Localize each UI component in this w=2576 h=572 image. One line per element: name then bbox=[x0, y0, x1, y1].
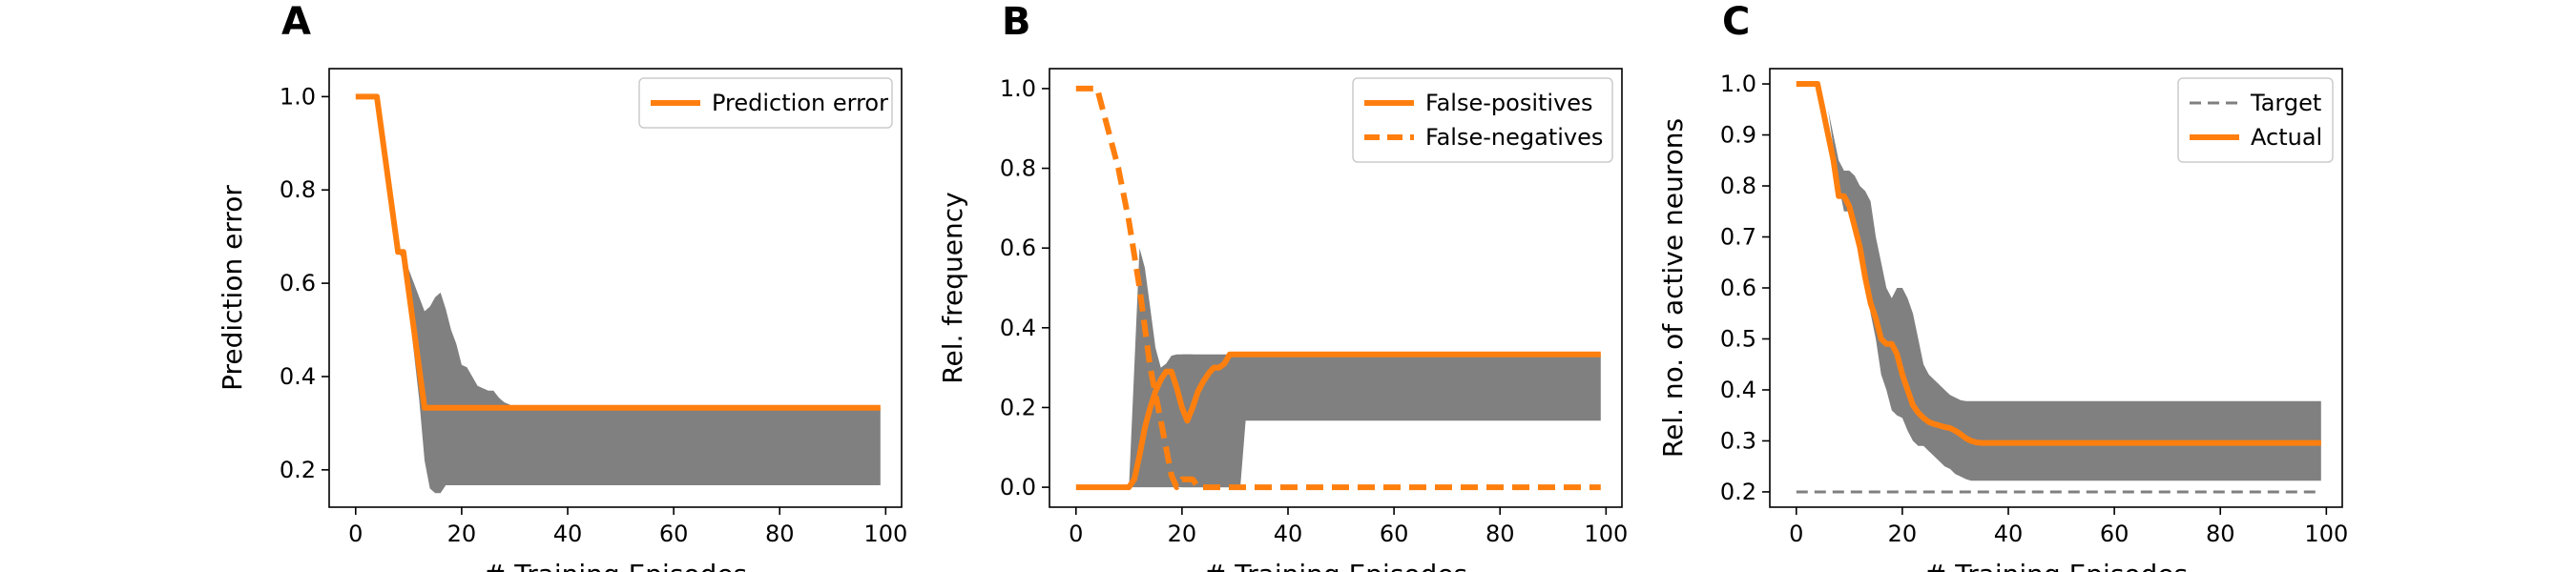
y-tick-label: 0.6 bbox=[1720, 275, 1756, 301]
x-tick-label: 100 bbox=[863, 521, 907, 547]
y-tick-label: 1.0 bbox=[1000, 75, 1036, 102]
panel-a: A 0 20 40 60 80 100 0.2 0.4 0.6 0.8 1.0 # Training E… bbox=[217, 0, 907, 572]
x-axis-label: # Training Episodes bbox=[1924, 559, 2188, 572]
axes-frame bbox=[1049, 68, 1623, 508]
y-axis-label: Rel. frequency bbox=[937, 192, 968, 383]
legend-label: False-negatives bbox=[1425, 124, 1603, 151]
legend: False-positives False-negatives bbox=[1352, 77, 1613, 163]
y-tick-label: 0.8 bbox=[1000, 155, 1036, 182]
y-tick-label: 0.4 bbox=[280, 363, 316, 390]
legend-label: Prediction error bbox=[712, 90, 888, 116]
y-tick-label: 0.9 bbox=[1720, 122, 1756, 149]
axes-frame bbox=[328, 68, 903, 508]
legend-label: Target bbox=[2250, 90, 2321, 116]
y-tick-label: 0.6 bbox=[1000, 235, 1036, 261]
panel-c: C 0 20 40 60 80 100 0.2 0.3 0.4 0.5 0.6 0.7 0.8 0.9 1.0… bbox=[1657, 0, 2348, 572]
x-tick-label: 80 bbox=[2206, 521, 2235, 547]
y-tick-label: 1.0 bbox=[280, 83, 316, 110]
legend-label: Actual bbox=[2251, 124, 2322, 151]
variability-band bbox=[1129, 248, 1601, 488]
panel-letter: B bbox=[1002, 0, 1031, 44]
series-line-false-positives bbox=[1075, 351, 1601, 491]
variability-band bbox=[398, 252, 881, 494]
y-tick-label: 0.3 bbox=[1720, 427, 1756, 454]
y-tick-label: 0.8 bbox=[1720, 173, 1756, 199]
y-tick-label: 1.0 bbox=[1720, 71, 1756, 97]
y-tick-label: 0.2 bbox=[280, 457, 316, 483]
x-tick-label: 0 bbox=[348, 521, 363, 547]
series-line-actual bbox=[1796, 81, 2321, 446]
x-tick-label: 100 bbox=[1584, 521, 1628, 547]
x-tick-label: 60 bbox=[1380, 521, 1409, 547]
x-tick-label: 40 bbox=[553, 521, 583, 547]
series-line-prediction-error bbox=[355, 93, 881, 411]
x-tick-label: 0 bbox=[1069, 521, 1083, 547]
x-tick-label: 40 bbox=[1274, 521, 1303, 547]
x-tick-label: 20 bbox=[1888, 521, 1918, 547]
legend-label: False-positives bbox=[1425, 90, 1593, 116]
legend: Target Actual bbox=[2177, 77, 2334, 163]
y-tick-label: 0.8 bbox=[280, 176, 316, 203]
y-tick-label: 0.4 bbox=[1000, 315, 1036, 341]
x-tick-label: 80 bbox=[765, 521, 795, 547]
y-tick-label: 0.4 bbox=[1720, 377, 1756, 403]
x-axis-label: # Training Episodes bbox=[484, 559, 747, 572]
y-axis-label: Rel. no. of active neurons bbox=[1657, 118, 1689, 458]
x-tick-label: 60 bbox=[2100, 521, 2129, 547]
x-tick-label: 80 bbox=[1485, 521, 1515, 547]
x-tick-label: 20 bbox=[1168, 521, 1197, 547]
y-tick-label: 0.0 bbox=[1000, 474, 1036, 500]
legend: Prediction error bbox=[638, 77, 893, 129]
x-tick-label: 100 bbox=[2304, 521, 2348, 547]
y-tick-label: 0.5 bbox=[1720, 325, 1756, 352]
x-tick-label: 40 bbox=[1994, 521, 2024, 547]
x-tick-label: 60 bbox=[659, 521, 689, 547]
legend-box bbox=[1352, 77, 1613, 163]
legend-box bbox=[638, 77, 893, 129]
y-tick-label: 0.6 bbox=[280, 270, 316, 296]
y-tick-label: 0.7 bbox=[1720, 224, 1756, 251]
panel-letter: C bbox=[1722, 0, 1750, 44]
panel-letter: A bbox=[281, 0, 311, 44]
y-tick-label: 0.2 bbox=[1720, 479, 1756, 505]
legend-box bbox=[2177, 77, 2334, 163]
panel-b: B 0 20 40 60 80 100 0.0 0.2 0.4 0.6 0.8 1.0 # Trainin… bbox=[937, 0, 1628, 572]
x-axis-label: # Training Episodes bbox=[1204, 559, 1467, 572]
y-tick-label: 0.2 bbox=[1000, 394, 1036, 420]
x-tick-label: 20 bbox=[447, 521, 477, 547]
y-axis-label: Prediction error bbox=[217, 185, 248, 391]
x-tick-label: 0 bbox=[1789, 521, 1803, 547]
